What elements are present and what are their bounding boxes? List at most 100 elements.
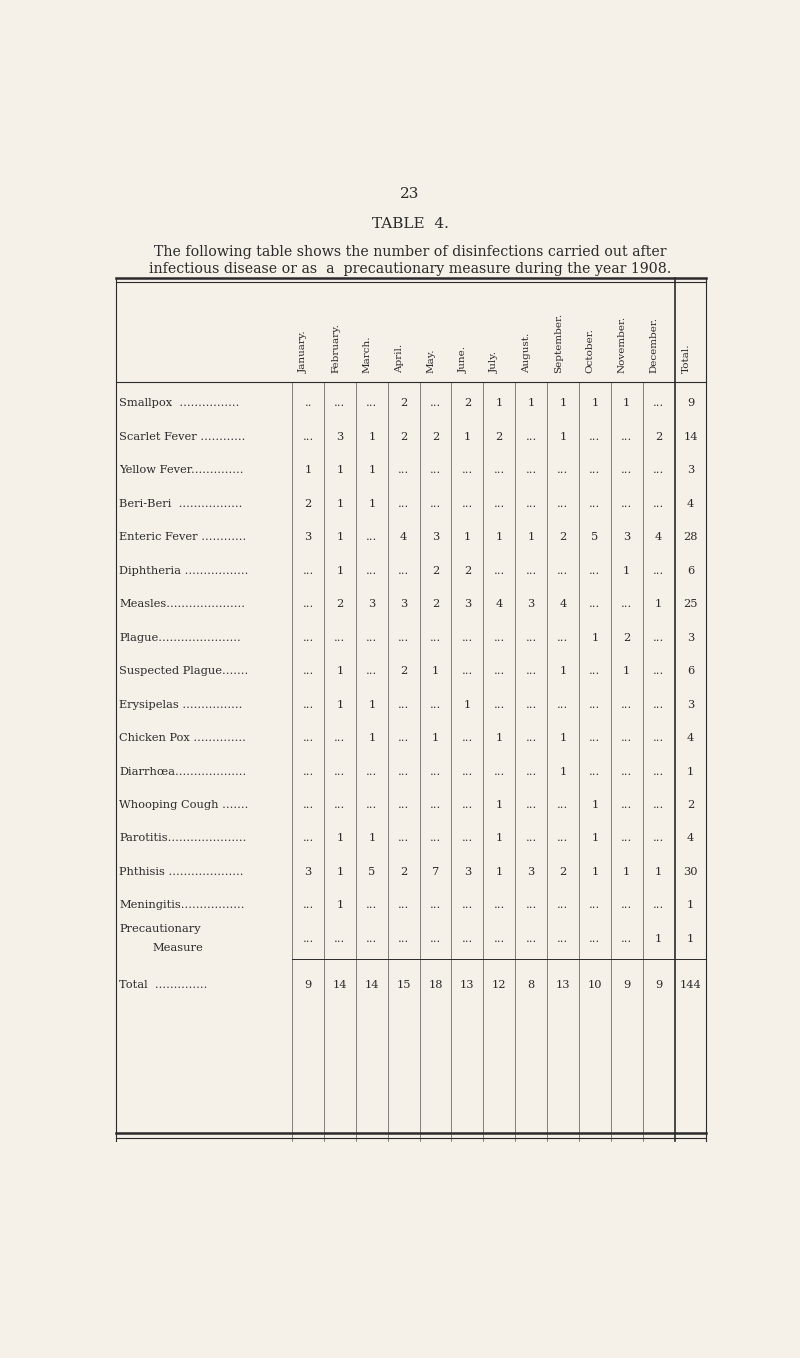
Text: ...: ... [462, 800, 473, 809]
Text: Yellow Fever..............: Yellow Fever.............. [119, 466, 244, 475]
Text: November.: November. [618, 316, 626, 373]
Text: ...: ... [430, 466, 441, 475]
Text: 1: 1 [336, 466, 344, 475]
Text: ...: ... [366, 566, 378, 576]
Text: Total.: Total. [682, 344, 690, 373]
Text: 2: 2 [400, 866, 407, 877]
Text: ...: ... [302, 733, 314, 743]
Text: 13: 13 [556, 980, 570, 990]
Text: ...: ... [302, 432, 314, 441]
Text: 3: 3 [687, 633, 694, 642]
Text: 2: 2 [432, 566, 439, 576]
Text: 1: 1 [591, 866, 598, 877]
Text: 1: 1 [368, 498, 375, 509]
Text: 7: 7 [432, 866, 439, 877]
Text: ...: ... [653, 398, 664, 409]
Text: ...: ... [398, 498, 410, 509]
Text: ...: ... [558, 800, 569, 809]
Text: 4: 4 [496, 599, 503, 610]
Text: ...: ... [462, 766, 473, 777]
Text: 6: 6 [687, 566, 694, 576]
Text: ...: ... [526, 432, 537, 441]
Text: ...: ... [653, 498, 664, 509]
Text: 4: 4 [655, 532, 662, 542]
Text: ...: ... [302, 667, 314, 676]
Text: ...: ... [494, 466, 505, 475]
Text: infectious disease or as  a  precautionary measure during the year 1908.: infectious disease or as a precautionary… [149, 262, 671, 276]
Text: 1: 1 [559, 398, 566, 409]
Text: 1: 1 [591, 800, 598, 809]
Text: ...: ... [526, 498, 537, 509]
Text: ...: ... [558, 466, 569, 475]
Text: 14: 14 [333, 980, 347, 990]
Text: 1: 1 [432, 733, 439, 743]
Text: ...: ... [366, 900, 378, 910]
Text: ...: ... [558, 699, 569, 710]
Text: 1: 1 [496, 532, 503, 542]
Text: 1: 1 [496, 800, 503, 809]
Text: ...: ... [462, 498, 473, 509]
Text: ...: ... [398, 633, 410, 642]
Text: 3: 3 [368, 599, 375, 610]
Text: 2: 2 [623, 633, 630, 642]
Text: ...: ... [653, 466, 664, 475]
Text: Total  ..............: Total .............. [119, 980, 207, 990]
Text: ...: ... [558, 498, 569, 509]
Text: 1: 1 [368, 699, 375, 710]
Text: 1: 1 [336, 866, 344, 877]
Text: Plague......................: Plague...................... [119, 633, 241, 642]
Text: ...: ... [653, 900, 664, 910]
Text: 1: 1 [305, 466, 312, 475]
Text: Whooping Cough .......: Whooping Cough ....... [119, 800, 249, 809]
Text: 1: 1 [336, 834, 344, 843]
Text: 3: 3 [305, 532, 312, 542]
Text: ...: ... [430, 834, 441, 843]
Text: Enteric Fever ............: Enteric Fever ............ [119, 532, 246, 542]
Text: ...: ... [366, 633, 378, 642]
Text: 9: 9 [687, 398, 694, 409]
Text: 1: 1 [368, 733, 375, 743]
Text: 1: 1 [655, 866, 662, 877]
Text: 1: 1 [655, 934, 662, 944]
Text: 8: 8 [527, 980, 534, 990]
Text: ...: ... [526, 834, 537, 843]
Text: 5: 5 [591, 532, 598, 542]
Text: ...: ... [430, 498, 441, 509]
Text: ...: ... [653, 699, 664, 710]
Text: ...: ... [462, 633, 473, 642]
Text: ...: ... [590, 498, 601, 509]
Text: Parotitis.....................: Parotitis..................... [119, 834, 246, 843]
Text: ...: ... [302, 633, 314, 642]
Text: ...: ... [462, 466, 473, 475]
Text: 3: 3 [687, 466, 694, 475]
Text: ...: ... [526, 566, 537, 576]
Text: ...: ... [494, 633, 505, 642]
Text: ...: ... [621, 432, 632, 441]
Text: ...: ... [366, 398, 378, 409]
Text: 1: 1 [623, 398, 630, 409]
Text: ...: ... [590, 733, 601, 743]
Text: 3: 3 [464, 599, 471, 610]
Text: ...: ... [653, 733, 664, 743]
Text: Measles.....................: Measles..................... [119, 599, 246, 610]
Text: 1: 1 [368, 432, 375, 441]
Text: 1: 1 [336, 667, 344, 676]
Text: 4: 4 [687, 498, 694, 509]
Text: 28: 28 [683, 532, 698, 542]
Text: ...: ... [526, 733, 537, 743]
Text: ...: ... [462, 934, 473, 944]
Text: 1: 1 [336, 900, 344, 910]
Text: ...: ... [653, 766, 664, 777]
Text: Smallpox  ................: Smallpox ................ [119, 398, 239, 409]
Text: ...: ... [558, 934, 569, 944]
Text: October.: October. [586, 329, 595, 373]
Text: ...: ... [590, 766, 601, 777]
Text: ...: ... [653, 566, 664, 576]
Text: August.: August. [522, 333, 531, 373]
Text: 1: 1 [559, 432, 566, 441]
Text: ...: ... [621, 800, 632, 809]
Text: ...: ... [334, 766, 346, 777]
Text: ...: ... [558, 834, 569, 843]
Text: ...: ... [526, 766, 537, 777]
Text: 1: 1 [464, 699, 471, 710]
